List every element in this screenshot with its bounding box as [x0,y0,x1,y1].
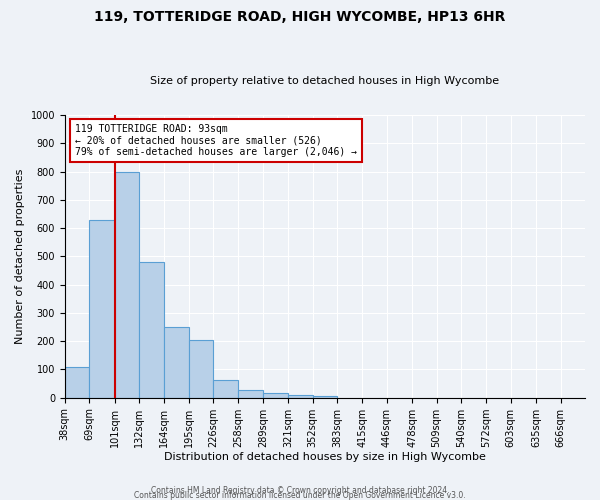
Text: Contains HM Land Registry data © Crown copyright and database right 2024.: Contains HM Land Registry data © Crown c… [151,486,449,495]
Bar [115,172,139,398]
Text: 119, TOTTERIDGE ROAD, HIGH WYCOMBE, HP13 6HR: 119, TOTTERIDGE ROAD, HIGH WYCOMBE, HP13… [94,10,506,24]
Title: Size of property relative to detached houses in High Wycombe: Size of property relative to detached ho… [151,76,499,86]
Bar [139,262,164,398]
Bar [238,390,263,398]
Bar [213,380,238,398]
Y-axis label: Number of detached properties: Number of detached properties [15,168,25,344]
Bar [164,327,189,398]
Bar [89,220,115,398]
Bar [189,340,213,398]
Bar [313,396,337,398]
Text: Contains public sector information licensed under the Open Government Licence v3: Contains public sector information licen… [134,491,466,500]
X-axis label: Distribution of detached houses by size in High Wycombe: Distribution of detached houses by size … [164,452,486,462]
Text: 119 TOTTERIDGE ROAD: 93sqm
← 20% of detached houses are smaller (526)
79% of sem: 119 TOTTERIDGE ROAD: 93sqm ← 20% of deta… [75,124,357,156]
Bar [263,392,288,398]
Bar [65,366,89,398]
Bar [288,395,313,398]
